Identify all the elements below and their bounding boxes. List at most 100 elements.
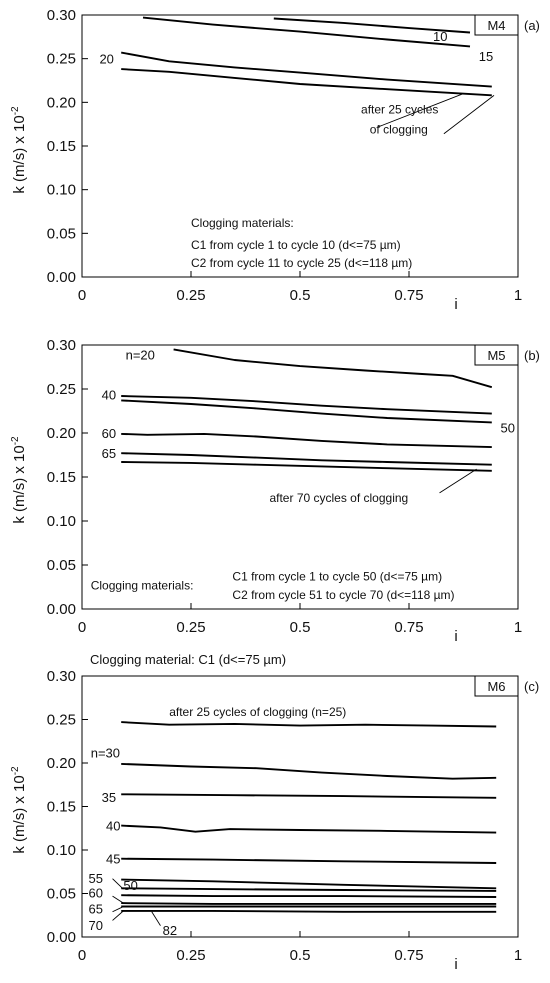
series-line-70 <box>121 461 492 472</box>
annotation-label: 60 <box>89 886 103 901</box>
chart-panel-2: 0.00 0.05 0.10 0.15 0.20 0.25 0.30 0 0.25 0.5 0.75… <box>10 337 540 645</box>
annotation-label: 82 <box>163 923 177 938</box>
panel-tag: M4 <box>487 18 505 33</box>
series-line-45 <box>121 857 497 864</box>
x-tick-label: 1 <box>514 287 522 304</box>
x-axis-label: i <box>454 628 457 645</box>
series-line-35 <box>121 793 497 799</box>
y-tick-label: 0.10 <box>47 842 76 859</box>
annotation-label: 65 <box>89 901 103 916</box>
annotation-label: after 25 cycles of clogging (n=25) <box>169 705 346 719</box>
panel-tag: M5 <box>487 348 505 363</box>
panel-tag-box <box>474 675 519 697</box>
x-tick-label: 0.75 <box>394 947 423 964</box>
annotation-label: 60 <box>102 426 116 441</box>
x-axis-label: i <box>454 296 457 313</box>
annotation-label: 50 <box>123 878 137 893</box>
leader-line <box>378 93 464 128</box>
leader-line <box>112 910 124 921</box>
series-line-65 <box>121 902 497 905</box>
annotation-label: C1 from cycle 1 to cycle 10 (d<=75 µm) <box>191 238 401 252</box>
x-tick-label: 0.75 <box>394 287 423 304</box>
annotation-label: C2 from cycle 11 to cycle 25 (d<=118 µm) <box>191 256 412 270</box>
panel-tag-box <box>474 14 519 36</box>
series-line-40 <box>121 395 492 415</box>
panel-letter: (c) <box>524 679 539 694</box>
annotation-label: 70 <box>89 918 103 933</box>
x-tick-label: 0 <box>78 619 86 636</box>
leader-line <box>112 906 124 913</box>
x-tick-label: 0 <box>78 947 86 964</box>
y-tick-label: 0.15 <box>47 469 76 486</box>
annotation-label: Clogging materials: <box>91 578 194 592</box>
series-line-82 <box>121 909 497 913</box>
chart-panel-3: 0.00 0.05 0.10 0.15 0.20 0.25 0.30 0 0.25 0.5 0.75… <box>10 652 539 973</box>
y-tick-label: 0.05 <box>47 225 76 242</box>
annotation-label: 50 <box>501 421 515 436</box>
leader-line <box>112 878 124 890</box>
y-tick-label: 0.30 <box>47 337 76 354</box>
annotation-label: after 70 cycles of clogging <box>269 491 408 505</box>
annotation-label: 15 <box>479 49 493 64</box>
x-tick-label: 0.5 <box>290 619 311 636</box>
leader-line <box>151 911 161 926</box>
series-line-25 <box>121 721 497 728</box>
panel-tag-box <box>474 344 519 366</box>
panel-letter: (b) <box>524 348 540 363</box>
leader-line <box>112 895 124 904</box>
series-line-n20 <box>173 348 493 389</box>
series-line-50 <box>121 399 492 424</box>
panel-letter: (a) <box>524 18 540 33</box>
x-tick-label: 1 <box>514 619 522 636</box>
y-tick-label: 0.00 <box>47 269 76 286</box>
y-tick-label: 0.00 <box>47 929 76 946</box>
annotation-label: 40 <box>102 387 116 402</box>
series-line-65 <box>121 452 492 466</box>
annotation-label: 40 <box>106 819 120 834</box>
y-tick-label: 0.10 <box>47 182 76 199</box>
annotation-label: 20 <box>99 52 113 67</box>
x-tick-label: 1 <box>514 947 522 964</box>
series-line-60 <box>121 432 492 449</box>
annotation-label: n=30 <box>91 746 120 761</box>
series-line-40 <box>121 824 497 834</box>
y-tick-label: 0.20 <box>47 755 76 772</box>
y-axis-label: k (m/s) x 10-2 <box>10 106 28 194</box>
series-line-10 <box>273 17 471 34</box>
y-tick-label: 0.25 <box>47 381 76 398</box>
annotation-label: after 25 cycles <box>361 102 438 116</box>
chart-title: Clogging material: C1 (d<=75 µm) <box>90 652 286 667</box>
chart-panel-1: 0.00 0.05 0.10 0.15 0.20 0.25 0.30 0 0.25 0.5 0.75… <box>10 7 540 313</box>
y-tick-label: 0.30 <box>47 7 76 24</box>
y-tick-label: 0.10 <box>47 513 76 530</box>
y-axis-label: k (m/s) x 10-2 <box>10 436 28 524</box>
leader-line <box>439 468 477 494</box>
annotation-label: 65 <box>102 446 116 461</box>
annotation-label: n=20 <box>126 348 155 363</box>
series-line-15 <box>142 16 471 48</box>
x-tick-label: 0.25 <box>176 619 205 636</box>
y-tick-label: 0.25 <box>47 51 76 68</box>
x-axis-label: i <box>454 956 457 973</box>
y-axis-label: k (m/s) x 10-2 <box>10 766 28 854</box>
x-tick-label: 0.25 <box>176 287 205 304</box>
x-tick-label: 0.5 <box>290 947 311 964</box>
series-line-25 <box>121 68 492 97</box>
x-tick-label: 0 <box>78 287 86 304</box>
annotation-label: C1 from cycle 1 to cycle 50 (d<=75 µm) <box>232 570 442 584</box>
y-tick-label: 0.15 <box>47 799 76 816</box>
annotation-label: Clogging materials: <box>191 216 294 230</box>
y-tick-label: 0.15 <box>47 138 76 155</box>
annotation-label: of clogging <box>370 123 428 137</box>
panel-tag: M6 <box>487 679 505 694</box>
y-tick-label: 0.00 <box>47 601 76 618</box>
series-line-n30 <box>121 762 497 780</box>
x-tick-label: 0.25 <box>176 947 205 964</box>
annotation-label: 10 <box>433 29 447 44</box>
series-line-60 <box>121 894 497 898</box>
annotation-label: 35 <box>102 790 116 805</box>
x-tick-label: 0.5 <box>290 287 311 304</box>
leader-line <box>443 94 495 135</box>
series-line-50 <box>121 878 497 890</box>
